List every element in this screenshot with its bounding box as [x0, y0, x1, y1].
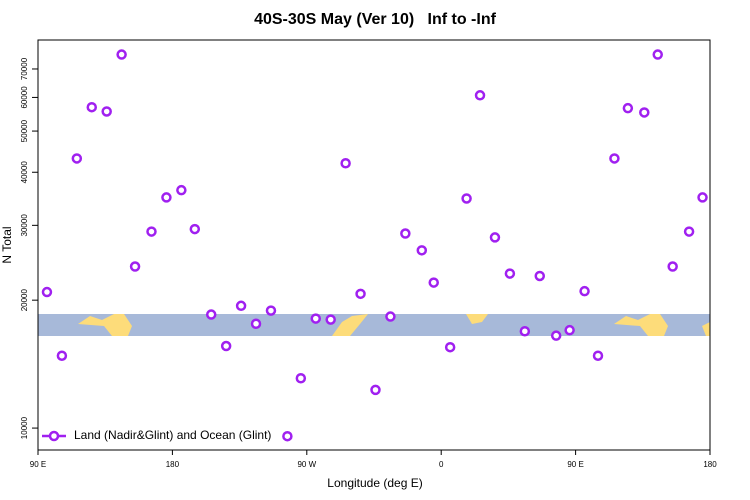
point	[489, 232, 501, 243]
point	[56, 350, 68, 361]
chart-title: 40S-30S May (Ver 10) Inf to -Inf	[254, 11, 497, 28]
point	[534, 270, 546, 282]
point	[400, 228, 411, 239]
point	[609, 153, 620, 164]
legend-label: Land (Nadir&Glint) and Ocean (Glint)	[74, 428, 271, 442]
point	[205, 309, 217, 320]
point	[504, 268, 516, 279]
point	[116, 49, 127, 60]
point	[519, 325, 531, 337]
point	[474, 90, 486, 101]
point	[41, 286, 53, 298]
point	[564, 324, 575, 336]
point	[161, 192, 172, 203]
point	[325, 314, 336, 325]
legend-marker	[48, 430, 60, 442]
point	[101, 106, 112, 117]
y-axis-label: N Total	[0, 226, 14, 263]
point	[86, 101, 98, 113]
point	[416, 245, 428, 256]
point	[295, 372, 307, 384]
point	[428, 277, 439, 288]
x-tick-label: 90 E	[30, 460, 46, 469]
y-tick-label: 70000	[20, 57, 29, 80]
point	[146, 226, 157, 237]
y-tick-label: 40000	[20, 161, 29, 184]
x-tick-label: 180	[703, 460, 717, 469]
point	[461, 193, 472, 204]
point	[282, 430, 293, 442]
point	[622, 102, 634, 114]
x-tick-label: 180	[166, 460, 180, 469]
point	[639, 107, 650, 118]
point	[340, 157, 351, 169]
y-tick-label: 30000	[20, 214, 29, 237]
x-tick-label: 90 E	[567, 460, 583, 469]
y-tick-label: 10000	[20, 416, 29, 439]
y-tick-label: 20000	[20, 288, 29, 311]
y-tick-label: 60000	[20, 86, 29, 109]
point	[370, 384, 381, 396]
point	[667, 261, 678, 272]
point	[250, 318, 262, 330]
point	[220, 340, 232, 352]
point	[129, 261, 141, 272]
map-strip	[38, 314, 710, 336]
point	[235, 300, 247, 312]
point	[697, 192, 708, 203]
x-tick-label: 0	[439, 460, 444, 469]
point	[71, 153, 83, 164]
x-tick-label: 90 W	[297, 460, 316, 469]
point	[652, 49, 663, 60]
point	[176, 184, 187, 196]
point	[385, 311, 396, 322]
point	[310, 313, 322, 324]
y-tick-label: 50000	[20, 119, 29, 142]
plot-frame	[37, 39, 711, 451]
point	[189, 223, 201, 235]
point	[592, 350, 604, 361]
point	[683, 226, 695, 237]
point	[265, 305, 277, 316]
point	[355, 288, 366, 300]
point	[579, 285, 590, 297]
point	[444, 341, 456, 353]
point	[550, 330, 562, 341]
x-axis-label: Longitude (deg E)	[327, 476, 422, 490]
